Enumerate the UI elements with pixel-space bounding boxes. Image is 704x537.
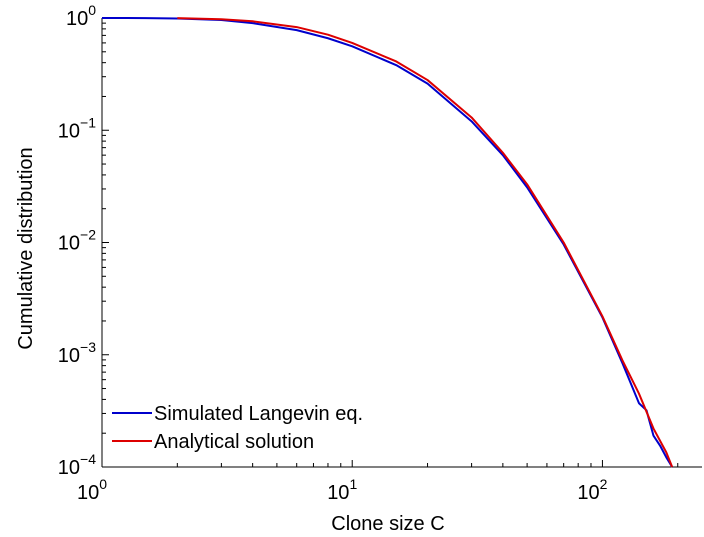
axes — [101, 18, 702, 468]
legend-label-analytical: Analytical solution — [154, 431, 314, 453]
y-tick-label: 10−2 — [58, 227, 96, 255]
ticks: 100 101 102 100 10−1 10−2 10−3 10−4 — [58, 2, 679, 504]
series-line-analytical — [177, 17, 674, 468]
legend-label-simulated: Simulated Langevin eq. — [154, 403, 363, 425]
x-tick-label: 101 — [327, 476, 357, 504]
x-tick-label: 100 — [77, 476, 107, 504]
y-tick-label: 100 — [66, 2, 96, 30]
y-tick-label: 10−4 — [58, 451, 96, 479]
series-line-simulated — [101, 17, 674, 468]
y-tick-label: 10−1 — [58, 114, 96, 142]
series-layer — [101, 17, 674, 468]
x-tick-label: 102 — [577, 476, 607, 504]
x-axis-label: Clone size C — [331, 513, 444, 535]
y-tick-label: 10−3 — [58, 339, 96, 367]
y-axis-label: Cumulative distribution — [15, 147, 37, 349]
legend: Simulated Langevin eq. Analytical soluti… — [112, 403, 363, 453]
